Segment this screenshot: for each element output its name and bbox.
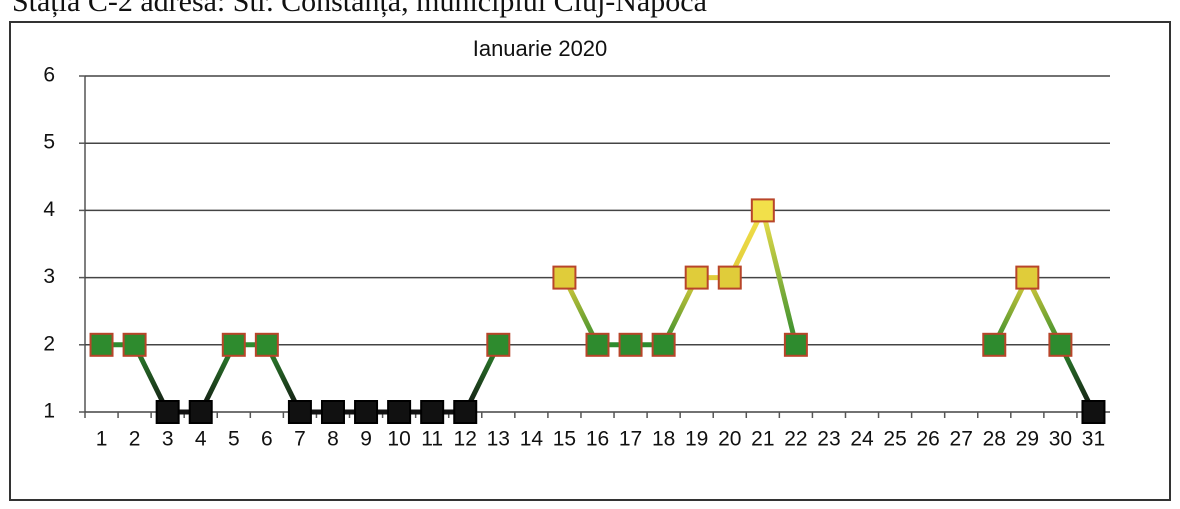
y-tick-label: 2 [43, 332, 55, 355]
x-tick-label: 16 [586, 428, 609, 451]
x-tick-label: 12 [454, 428, 477, 451]
marker [1048, 332, 1073, 357]
x-tick-label: 15 [553, 428, 576, 451]
marker [89, 332, 114, 357]
x-tick-label: 29 [1016, 428, 1039, 451]
marker [221, 332, 246, 357]
marker [585, 332, 610, 357]
x-tick-label: 22 [784, 428, 807, 451]
x-tick-label: 1 [96, 428, 108, 451]
marker [486, 332, 511, 357]
x-tick-label: 11 [421, 428, 443, 451]
x-tick-label: 14 [520, 428, 544, 451]
y-tick-label: 5 [43, 131, 55, 154]
marker [717, 265, 742, 290]
x-tick-label: 24 [850, 428, 874, 451]
x-tick-label: 4 [195, 428, 207, 451]
x-tick-label: 30 [1049, 428, 1072, 451]
x-tick-label: 10 [387, 428, 410, 451]
x-tick-label: 25 [883, 428, 906, 451]
marker [287, 400, 312, 424]
marker [420, 400, 445, 424]
x-tick-label: 5 [228, 428, 240, 451]
marker [453, 400, 478, 424]
line-segment [760, 209, 799, 346]
x-tick-label: 28 [983, 428, 1006, 451]
y-tick-label: 4 [43, 198, 55, 221]
marker [684, 265, 709, 290]
marker [651, 332, 676, 357]
marker [254, 332, 279, 357]
marker [122, 332, 147, 357]
marker [618, 332, 643, 357]
x-tick-label: 7 [294, 428, 306, 451]
x-tick-label: 20 [718, 428, 741, 451]
x-tick-label: 2 [129, 428, 141, 451]
y-tick-label: 1 [43, 400, 55, 423]
x-tick-label: 9 [360, 428, 372, 451]
x-tick-label: 3 [162, 428, 174, 451]
marker [1081, 400, 1106, 424]
marker [354, 400, 379, 424]
chart-frame [9, 21, 1171, 501]
marker [982, 332, 1007, 357]
y-tick-label: 3 [43, 265, 55, 288]
x-tick-label: 23 [817, 428, 840, 451]
marker [552, 265, 577, 290]
marker [188, 400, 213, 424]
header: Stația C-2 adresa: Str. Constanța, munic… [12, 0, 707, 18]
marker [1015, 265, 1040, 290]
marker [783, 332, 808, 357]
x-tick-label: 19 [685, 428, 708, 451]
marker [320, 400, 345, 424]
y-tick-label: 6 [43, 64, 55, 87]
chart-title: Ianuarie 2020 [473, 36, 608, 61]
x-tick-label: 6 [261, 428, 273, 451]
x-tick-label: 31 [1082, 428, 1105, 451]
marker [750, 198, 775, 223]
x-tick-label: 18 [652, 428, 675, 451]
x-tick-label: 27 [950, 428, 973, 451]
marker [155, 400, 180, 424]
x-tick-label: 21 [751, 428, 774, 451]
x-tick-label: 26 [916, 428, 939, 451]
x-tick-label: 13 [487, 428, 510, 451]
x-tick-label: 8 [327, 428, 339, 451]
x-tick-label: 17 [619, 428, 642, 451]
marker [387, 400, 412, 424]
